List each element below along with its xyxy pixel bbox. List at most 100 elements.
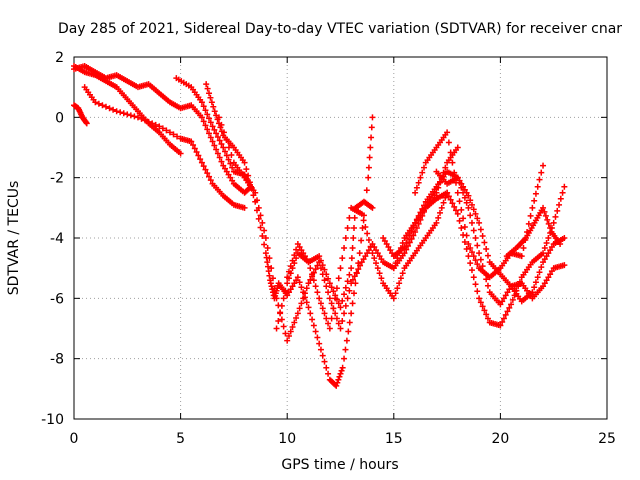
data-point <box>557 241 564 248</box>
data-point <box>207 119 214 126</box>
data-point <box>525 220 532 227</box>
data-point <box>203 81 210 88</box>
data-point <box>548 268 555 275</box>
data-point <box>545 274 552 281</box>
data-point <box>500 295 507 302</box>
data-point <box>406 239 413 246</box>
data-point <box>335 275 342 282</box>
data-point <box>253 197 260 204</box>
data-point <box>477 256 484 263</box>
data-point <box>337 325 344 332</box>
data-point <box>353 269 360 276</box>
data-point <box>552 213 559 220</box>
data-point <box>373 260 380 267</box>
data-point <box>285 289 292 296</box>
data-point <box>440 199 447 206</box>
x-tick-labels: 0 5 10 15 20 25 <box>70 431 616 447</box>
x-tick-label: 15 <box>385 431 403 447</box>
data-point <box>317 346 324 353</box>
data-point <box>541 256 548 263</box>
data-point <box>472 281 479 288</box>
data-point <box>360 217 367 224</box>
data-point <box>529 204 536 211</box>
data-point <box>349 276 356 283</box>
data-point <box>442 164 449 171</box>
data-point <box>343 337 350 344</box>
data-point <box>83 120 90 127</box>
data-point <box>389 250 396 257</box>
data-point <box>206 115 213 122</box>
data-point <box>476 219 483 226</box>
data-point <box>506 304 513 311</box>
data-point <box>208 99 215 106</box>
data-point <box>500 315 507 322</box>
data-point <box>317 265 324 272</box>
data-point <box>476 295 483 302</box>
data-point <box>209 123 216 130</box>
data-point <box>202 122 209 129</box>
data-point <box>207 94 214 101</box>
data-point <box>461 194 468 201</box>
data-point <box>282 330 289 337</box>
data-point <box>460 183 467 190</box>
data-point <box>332 292 339 299</box>
data-point <box>170 131 177 138</box>
data-point <box>222 148 229 155</box>
data-point <box>468 267 475 274</box>
data-point <box>152 121 159 128</box>
data-point <box>310 322 317 329</box>
data-point <box>538 264 545 271</box>
data-point <box>309 271 316 278</box>
data-point <box>204 111 211 118</box>
data-point <box>419 212 426 219</box>
data-point <box>287 263 294 270</box>
data-point <box>298 300 305 307</box>
data-point <box>335 320 342 327</box>
data-point <box>142 117 149 124</box>
data-point <box>333 285 340 292</box>
data-point <box>484 315 491 322</box>
data-point <box>307 265 314 272</box>
data-point <box>484 282 491 289</box>
data-point <box>532 190 539 197</box>
data-point <box>534 183 541 190</box>
data-point <box>291 319 298 326</box>
data-point <box>449 200 456 207</box>
data-point <box>273 325 280 332</box>
data-point <box>373 247 380 254</box>
series-arc-2 <box>71 63 184 157</box>
data-point <box>461 186 468 193</box>
data-point <box>383 241 390 248</box>
x-tick-label: 5 <box>176 431 185 447</box>
series-arc-3 <box>71 63 254 196</box>
data-point <box>544 216 551 223</box>
data-point <box>312 283 319 290</box>
data-point <box>365 247 372 254</box>
data-point <box>502 311 509 318</box>
data-point <box>325 275 332 282</box>
data-point <box>366 154 373 161</box>
data-point <box>451 169 458 176</box>
data-point <box>202 107 209 114</box>
data-point <box>328 284 335 291</box>
data-point <box>159 125 166 132</box>
data-point <box>296 305 303 312</box>
data-point <box>300 295 307 302</box>
data-point <box>211 142 218 149</box>
data-point <box>368 134 375 141</box>
data-point <box>228 152 235 159</box>
data-point <box>479 232 486 239</box>
data-point <box>193 149 200 156</box>
data-point <box>323 315 330 322</box>
data-point <box>542 212 549 219</box>
data-point <box>529 289 536 296</box>
data-point <box>195 152 202 159</box>
data-point <box>243 166 250 173</box>
data-point <box>266 255 273 262</box>
data-point <box>376 253 383 260</box>
data-point <box>532 279 539 286</box>
data-point <box>468 249 475 256</box>
data-point <box>483 246 490 253</box>
data-point <box>339 297 346 304</box>
